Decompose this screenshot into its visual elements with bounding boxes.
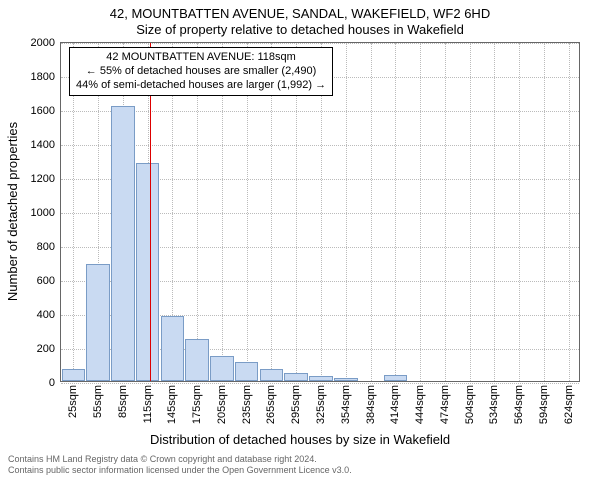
x-tick-label: 115sqm [142, 385, 154, 423]
y-tick-label: 1400 [31, 139, 55, 151]
x-tick-label: 55sqm [92, 385, 104, 418]
gridline-h [61, 383, 579, 384]
x-tick-label: 235sqm [241, 385, 253, 424]
gridline-v [470, 43, 471, 381]
footer-line1: Contains HM Land Registry data © Crown c… [8, 454, 352, 465]
x-tick-label: 25sqm [67, 385, 79, 418]
annotation-line3: 44% of semi-detached houses are larger (… [76, 79, 326, 93]
gridline-v [346, 43, 347, 381]
footer-line2: Contains public sector information licen… [8, 465, 352, 476]
x-tick-label: 474sqm [439, 385, 451, 424]
gridline-v [494, 43, 495, 381]
histogram-bar [309, 376, 333, 381]
x-axis-label: Distribution of detached houses by size … [0, 432, 600, 447]
x-tick-label: 414sqm [389, 385, 401, 424]
y-tick-label: 1800 [31, 71, 55, 83]
histogram-bar [284, 373, 308, 382]
footer: Contains HM Land Registry data © Crown c… [8, 454, 352, 477]
annotation-box: 42 MOUNTBATTEN AVENUE: 118sqm ← 55% of d… [69, 47, 333, 96]
gridline-v [445, 43, 446, 381]
gridline-h [61, 145, 579, 146]
gridline-v [519, 43, 520, 381]
x-tick-label: 624sqm [563, 385, 575, 424]
histogram-bar [62, 369, 86, 381]
x-tick-label: 175sqm [191, 385, 203, 424]
x-tick-label: 534sqm [488, 385, 500, 424]
gridline-v [544, 43, 545, 381]
x-tick-label: 205sqm [216, 385, 228, 424]
x-tick-label: 295sqm [290, 385, 302, 424]
x-tick-label: 145sqm [166, 385, 178, 424]
y-tick-label: 200 [37, 343, 55, 355]
gridline-v [420, 43, 421, 381]
x-tick-label: 444sqm [414, 385, 426, 424]
y-tick-label: 0 [49, 377, 55, 389]
x-tick-label: 325sqm [315, 385, 327, 424]
x-tick-label: 564sqm [513, 385, 525, 424]
y-axis-label-text: Number of detached properties [6, 121, 21, 300]
y-tick-label: 800 [37, 241, 55, 253]
y-tick-label: 1600 [31, 105, 55, 117]
x-tick-label: 384sqm [365, 385, 377, 424]
annotation-line1: 42 MOUNTBATTEN AVENUE: 118sqm [76, 51, 326, 65]
y-tick-label: 1000 [31, 207, 55, 219]
gridline-v [395, 43, 396, 381]
y-axis-label: Number of detached properties [4, 0, 22, 422]
gridline-v [569, 43, 570, 381]
x-tick-label: 85sqm [117, 385, 129, 418]
gridline-v [371, 43, 372, 381]
annotation-line2: ← 55% of detached houses are smaller (2,… [76, 65, 326, 79]
y-tick-label: 2000 [31, 37, 55, 49]
y-tick-label: 600 [37, 275, 55, 287]
histogram-bar [111, 106, 135, 381]
page-title-line1: 42, MOUNTBATTEN AVENUE, SANDAL, WAKEFIEL… [0, 6, 600, 21]
histogram-bar [210, 356, 234, 382]
histogram-bar [235, 362, 259, 381]
y-tick-label: 1200 [31, 173, 55, 185]
chart-container: { "title_line1": "42, MOUNTBATTEN AVENUE… [0, 0, 600, 500]
y-tick-label: 400 [37, 309, 55, 321]
histogram-bar [334, 378, 358, 381]
x-tick-label: 354sqm [340, 385, 352, 424]
histogram-bar [185, 339, 209, 382]
histogram-bar [136, 163, 160, 381]
histogram-bar [161, 316, 185, 381]
histogram-bar [260, 369, 284, 381]
histogram-bar [86, 264, 110, 381]
gridline-h [61, 43, 579, 44]
x-tick-label: 504sqm [464, 385, 476, 424]
plot-area: 020040060080010001200140016001800200025s… [60, 42, 580, 382]
x-tick-label: 265sqm [265, 385, 277, 424]
page-title-line2: Size of property relative to detached ho… [0, 22, 600, 37]
x-tick-label: 594sqm [538, 385, 550, 424]
gridline-h [61, 111, 579, 112]
histogram-bar [384, 375, 408, 381]
